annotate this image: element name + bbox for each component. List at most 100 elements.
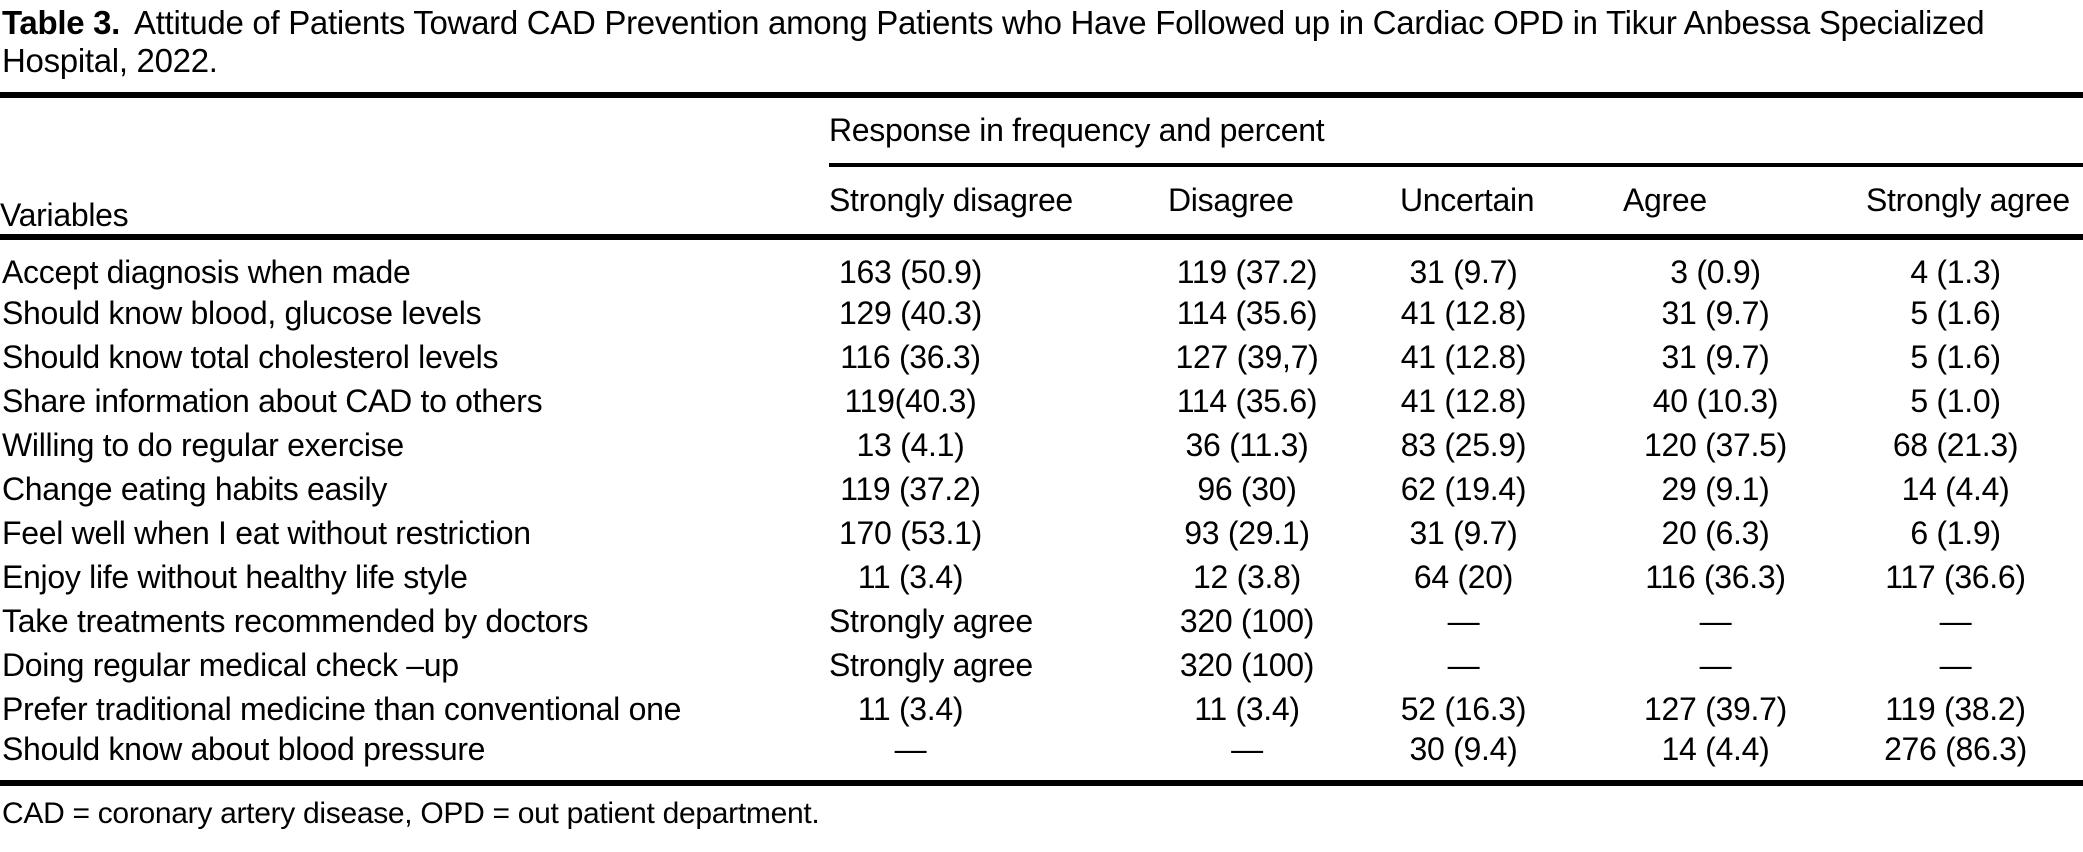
table-caption-text: Attitude of Patients Toward CAD Preventi…	[2, 4, 1985, 79]
table-header: Variables Response in frequency and perc…	[0, 95, 2083, 237]
row-variable-label: Should know blood, glucose levels	[2, 294, 482, 331]
row-variable-label: Share information about CAD to others	[2, 382, 543, 419]
cell-value: 119 (37.2)	[840, 470, 981, 507]
table-row: Change eating habits easily 119 (37.2) 96 …	[0, 467, 2083, 511]
cell-value: 40 (10.3)	[1652, 382, 1779, 419]
cell-value: 6 (1.9)	[1910, 514, 2001, 551]
column-header-strongly-agree: Strongly agree	[1866, 182, 2070, 218]
table-caption: Table 3. Attitude of Patients Toward CAD …	[0, 0, 2083, 80]
cell-value: 170 (53.1)	[839, 514, 982, 551]
cell-value: 129 (40.3)	[839, 294, 982, 331]
cell-value: 68 (21.3)	[1892, 426, 2019, 463]
cell-value: 127 (39,7)	[1175, 338, 1319, 375]
cell-value: 5 (1.0)	[1910, 382, 2001, 419]
row-variable-label: Doing regular medical check –up	[2, 646, 459, 683]
cell-value: 116 (36.3)	[840, 338, 981, 375]
table-row: Take treatments recommended by doctors St…	[0, 599, 2083, 643]
cell-value: 14 (4.4)	[1901, 470, 2010, 507]
cell-value: —	[894, 731, 927, 767]
cell-value: 11 (3.4)	[1194, 690, 1300, 727]
row-variable-label: Take treatments recommended by doctors	[2, 602, 589, 639]
table-row: Feel well when I eat without restriction…	[0, 511, 2083, 555]
column-header-row: Strongly disagree Disagree Uncertain Agr…	[0, 165, 2083, 237]
table-row: Enjoy life without healthy life style 11 …	[0, 555, 2083, 599]
cell-value: 5 (1.6)	[1910, 338, 2001, 375]
cell-value: Strongly agree	[829, 602, 1033, 639]
cell-value: 320 (100)	[1179, 646, 1315, 683]
attitude-table: Variables Response in frequency and perc…	[0, 92, 2083, 786]
row-variable-label: Feel well when I eat without restriction	[2, 514, 531, 551]
table-row: Share information about CAD to others 119…	[0, 379, 2083, 423]
cell-value: 41 (12.8)	[1400, 338, 1527, 375]
cell-value: 114 (35.6)	[1176, 294, 1318, 331]
cell-value: 36 (11.3)	[1185, 426, 1309, 463]
cell-value: 52 (16.3)	[1400, 690, 1527, 727]
cell-value: 11 (3.4)	[857, 690, 964, 727]
cell-value: 120 (37.5)	[1644, 426, 1787, 463]
row-variable-label: Willing to do regular exercise	[2, 426, 404, 463]
cell-value: 4 (1.3)	[1910, 254, 2001, 290]
table-row: Accept diagnosis when made 163 (50.9) 119 …	[0, 237, 2083, 291]
cell-value: 96 (30)	[1197, 470, 1297, 507]
cell-value: 12 (3.8)	[1193, 558, 1301, 595]
cell-value: —	[1699, 602, 1732, 639]
row-variable-label: Prefer traditional medicine than convent…	[2, 690, 682, 727]
spanner-row: Variables Response in frequency and perc…	[0, 95, 2083, 233]
cell-value: 114 (35.6)	[1176, 382, 1318, 419]
column-header-uncertain: Uncertain	[1400, 182, 1535, 218]
cell-value: 11 (3.4)	[857, 558, 964, 595]
table-row: Prefer traditional medicine than convent…	[0, 687, 2083, 731]
cell-value: 119(40.3)	[844, 382, 977, 419]
cell-value: 83 (25.9)	[1400, 426, 1527, 463]
cell-value: —	[1231, 731, 1263, 767]
table-row: Should know about blood pressure — — 30 (9.…	[0, 731, 2083, 783]
table-body: Accept diagnosis when made 163 (50.9) 119 …	[0, 237, 2083, 783]
cell-value: —	[1447, 646, 1480, 683]
table-row: Doing regular medical check –up Strongly …	[0, 643, 2083, 687]
cell-value: 64 (20)	[1413, 558, 1514, 595]
row-variable-label: Should know about blood pressure	[2, 731, 486, 767]
table-row: Should know total cholesterol levels 116 …	[0, 335, 2083, 379]
cell-value: 31 (9.7)	[1661, 294, 1770, 331]
cell-value: 117 (36.6)	[1885, 558, 2026, 595]
cell-value: 320 (100)	[1179, 602, 1315, 639]
cell-value: 127 (39.7)	[1644, 690, 1787, 727]
cell-value: 31 (9.7)	[1409, 254, 1518, 290]
column-header-disagree: Disagree	[1168, 182, 1294, 218]
column-header-agree: Agree	[1623, 182, 1707, 218]
table-row: Willing to do regular exercise 13 (4.1) 36…	[0, 423, 2083, 467]
cell-value: Strongly agree	[829, 646, 1033, 683]
cell-value: 31 (9.7)	[1661, 338, 1770, 375]
variables-column-header: Variables	[0, 197, 129, 233]
cell-value: 30 (9.4)	[1409, 731, 1518, 767]
row-variable-label: Should know total cholesterol levels	[2, 338, 499, 375]
cell-value: —	[1447, 602, 1480, 639]
cell-value: 93 (29.1)	[1184, 514, 1310, 551]
row-variable-label: Change eating habits easily	[2, 470, 388, 507]
cell-value: 276 (86.3)	[1884, 731, 2027, 767]
cell-value: 31 (9.7)	[1409, 514, 1518, 551]
cell-value: —	[1939, 602, 1972, 639]
cell-value: 13 (4.1)	[856, 426, 965, 463]
cell-value: 5 (1.6)	[1910, 294, 2001, 331]
table-row: Should know blood, glucose levels 129 (40…	[0, 291, 2083, 335]
spanner-header: Response in frequency and percent	[829, 95, 2083, 167]
row-variable-label: Enjoy life without healthy life style	[2, 558, 468, 595]
cell-value: 14 (4.4)	[1661, 731, 1770, 767]
cell-value: 41 (12.8)	[1400, 382, 1527, 419]
table-footnote: CAD = coronary artery disease, OPD = out…	[2, 797, 820, 830]
cell-value: 20 (6.3)	[1661, 514, 1770, 551]
cell-value: 3 (0.9)	[1670, 254, 1761, 290]
cell-value: —	[1939, 646, 1972, 683]
cell-value: 62 (19.4)	[1400, 470, 1527, 507]
row-variable-label: Accept diagnosis when made	[2, 254, 411, 290]
cell-value: 119 (38.2)	[1885, 690, 2026, 727]
cell-value: 116 (36.3)	[1645, 558, 1786, 595]
cell-value: 41 (12.8)	[1400, 294, 1527, 331]
cell-value: 119 (37.2)	[1176, 254, 1318, 290]
cell-value: 29 (9.1)	[1661, 470, 1770, 507]
cell-value: —	[1699, 646, 1732, 683]
column-header-strongly-disagree: Strongly disagree	[829, 182, 1073, 218]
cell-value: 163 (50.9)	[839, 254, 982, 290]
